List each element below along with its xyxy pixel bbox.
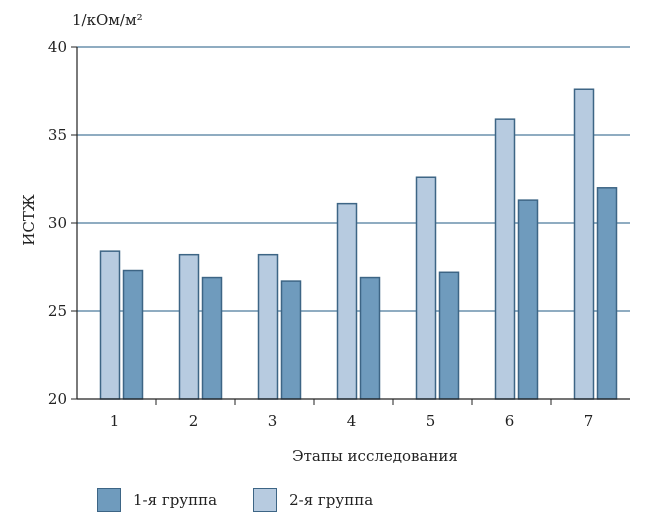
bar-chart: 20 25 30 35 40 1 2 3 4 5 6 7 1/кОм/м² ИСТЖ Этапы ис… xyxy=(20,11,630,465)
legend-swatch-group1 xyxy=(97,488,121,512)
y-tick-label-30: 30 xyxy=(48,214,67,232)
x-tick-label-4: 4 xyxy=(347,412,357,430)
legend-label-group1: 1-я группа xyxy=(133,491,218,509)
bar-group1-stage-4 xyxy=(359,276,381,400)
legend-item-group1: 1-я группа xyxy=(97,488,217,512)
bar-group2-stage-1 xyxy=(99,250,121,400)
bar-group2-stage-2 xyxy=(178,253,200,400)
bar-group2-stage-3 xyxy=(257,253,279,400)
axes xyxy=(71,46,630,405)
legend-swatch-group2 xyxy=(253,488,278,512)
bar-group1-stage-2 xyxy=(201,276,223,400)
y-tick-label-35: 35 xyxy=(48,126,67,144)
y-tick-label-25: 25 xyxy=(48,302,67,320)
x-axis-title: Этапы исследования xyxy=(292,447,458,465)
legend-item-group2: 2-я группа xyxy=(253,488,373,512)
x-tick-label-1: 1 xyxy=(110,412,120,430)
x-tick-label-7: 7 xyxy=(584,412,594,430)
x-tick-label-2: 2 xyxy=(189,412,199,430)
bars xyxy=(99,88,618,400)
bar-group1-stage-6 xyxy=(517,199,539,400)
y-axis-unit-label: 1/кОм/м² xyxy=(72,11,143,29)
y-axis-title: ИСТЖ xyxy=(20,194,38,246)
bar-group2-stage-5 xyxy=(415,176,437,400)
bar-group2-stage-4 xyxy=(336,202,358,400)
bar-group1-stage-7 xyxy=(596,187,618,400)
legend-label-group2: 2-я группа xyxy=(289,491,374,509)
x-tick-label-5: 5 xyxy=(426,412,436,430)
bar-group1-stage-1 xyxy=(122,269,144,400)
y-tick-label-20: 20 xyxy=(48,390,67,408)
bar-group2-stage-6 xyxy=(494,118,516,400)
bar-group1-stage-3 xyxy=(280,280,302,400)
bar-group1-stage-5 xyxy=(438,271,460,400)
tick-labels: 20 25 30 35 40 1 2 3 4 5 6 7 xyxy=(48,38,593,430)
legend: 1-я группа 2-я группа xyxy=(97,488,373,512)
x-tick-label-3: 3 xyxy=(268,412,278,430)
x-tick-label-6: 6 xyxy=(505,412,515,430)
y-tick-label-40: 40 xyxy=(48,38,67,56)
bar-group2-stage-7 xyxy=(573,88,595,400)
